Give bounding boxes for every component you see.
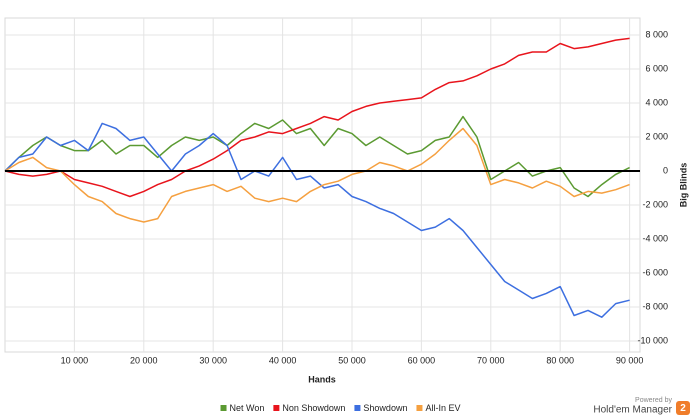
y-tick-label: 4 000	[645, 97, 668, 107]
product-name: Hold'em Manager	[593, 405, 672, 416]
y-tick-label: 0	[663, 165, 668, 175]
series-line	[4, 122, 630, 318]
legend-swatch	[354, 405, 361, 411]
y-tick-label: -6 000	[642, 267, 668, 277]
legend-swatch	[416, 405, 423, 411]
y-tick-label: -2 000	[642, 199, 668, 209]
x-tick-label: 20 000	[130, 355, 158, 365]
x-tick-label: 40 000	[269, 355, 297, 365]
y-tick-label: -8 000	[642, 301, 668, 311]
series-line	[4, 115, 630, 198]
y-tick-label: 6 000	[645, 63, 668, 73]
plot-frame	[4, 17, 641, 353]
x-tick-label: 80 000	[546, 355, 574, 365]
series-line	[4, 37, 630, 198]
x-tick-label: 30 000	[199, 355, 227, 365]
x-tick-label: 90 000	[616, 355, 644, 365]
y-tick-label: 2 000	[645, 131, 668, 141]
y-tick-label: -4 000	[642, 233, 668, 243]
legend-swatch	[220, 405, 227, 411]
powered-by: Powered by	[635, 397, 672, 404]
x-tick-label: 10 000	[61, 355, 89, 365]
series-line	[4, 127, 630, 223]
y-tick-label: 8 000	[645, 29, 668, 39]
legend-swatch	[273, 405, 280, 411]
legend-label: Non Showdown	[282, 403, 345, 413]
x-tick-label: 70 000	[477, 355, 505, 365]
legend-label: All-In EV	[425, 403, 460, 413]
legend-label: Net Won	[230, 403, 265, 413]
x-axis-title: Hands	[308, 374, 336, 384]
logo	[676, 401, 690, 415]
x-tick-label: 60 000	[408, 355, 436, 365]
y-axis-title: Big Blinds	[678, 163, 688, 208]
x-tick-label: 50 000	[338, 355, 366, 365]
legend-label: Showdown	[363, 403, 407, 413]
logo-text: 2	[680, 403, 686, 414]
y-tick-label: -10 000	[637, 335, 668, 345]
